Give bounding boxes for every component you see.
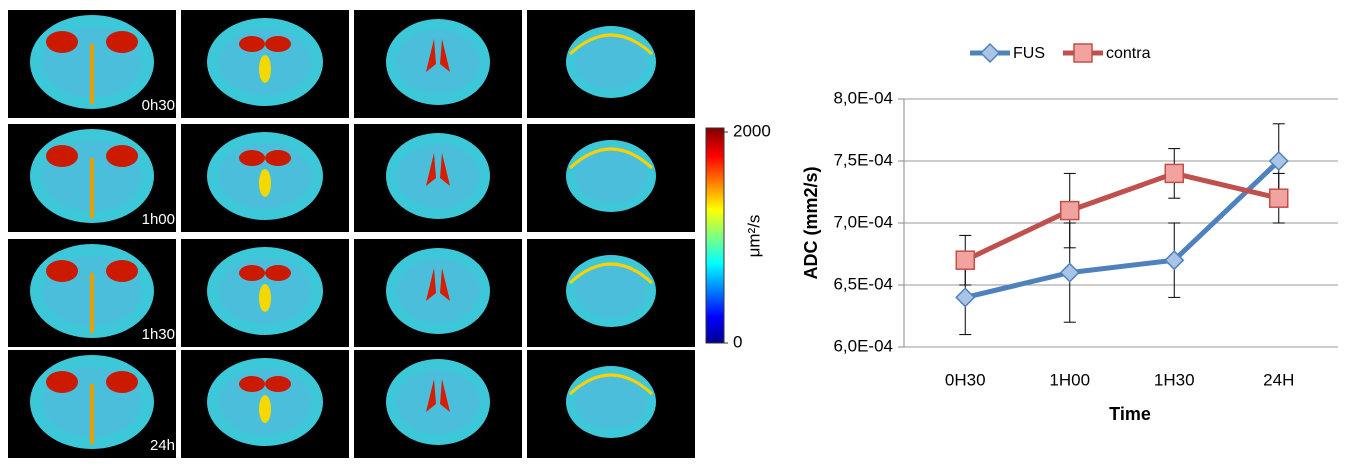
cerebellum-rim <box>568 33 654 56</box>
x-tick-label: 24H <box>1263 370 1294 389</box>
colorbar-tick-label: 2000 <box>733 121 771 140</box>
x-axis-label: Time <box>1109 404 1151 424</box>
data-point <box>1059 262 1080 283</box>
legend-label: contra <box>1106 45 1151 62</box>
ventricle <box>426 379 450 412</box>
ventricle <box>426 39 450 72</box>
image-grid: 0h30 1h00 1h30 24h <box>8 10 695 458</box>
ventricle <box>239 376 265 392</box>
time-label: 24h <box>150 437 175 454</box>
x-tick-label: 1H00 <box>1049 370 1090 389</box>
time-label: 0h30 <box>142 97 175 114</box>
y-tick-label: 7,5E-04 <box>833 150 893 169</box>
brain-tissue <box>396 369 480 435</box>
brain-tissue <box>575 375 647 429</box>
ventricle <box>426 153 450 186</box>
y-tick-label: 6,0E-04 <box>833 336 893 355</box>
data-point <box>1164 163 1184 184</box>
ventricle <box>239 265 265 281</box>
y-tick-label: 7,0E-04 <box>833 212 893 231</box>
ventricle <box>265 150 291 166</box>
legend-marker <box>1073 43 1093 63</box>
legend-marker <box>979 42 1001 64</box>
ventricle <box>426 268 450 301</box>
ventricle <box>106 31 138 53</box>
ventricle <box>46 31 78 53</box>
ventricle <box>46 145 78 167</box>
ventricle <box>106 260 138 282</box>
ventricle <box>265 265 291 281</box>
midline <box>259 169 271 197</box>
colorbar-tick-label: 0 <box>733 332 742 351</box>
ventricle <box>239 36 265 52</box>
data-point <box>1268 150 1289 172</box>
x-tick-label: 1H30 <box>1154 370 1195 389</box>
midline <box>259 395 271 423</box>
ventricle <box>265 376 291 392</box>
y-tick-label: 8,0E-04 <box>833 88 893 107</box>
data-point <box>955 250 975 270</box>
ventricle <box>239 150 265 166</box>
ventricle <box>265 36 291 52</box>
y-tick-label: 6,5E-04 <box>833 274 893 293</box>
brain-tissue <box>575 264 647 318</box>
ventricle <box>46 371 78 393</box>
data-point <box>1060 200 1080 221</box>
data-point <box>1164 250 1185 271</box>
brain-tissue <box>396 29 480 95</box>
brain-tissue <box>396 143 480 209</box>
time-label: 1h00 <box>142 211 175 228</box>
brain-tissue <box>575 35 647 89</box>
time-label: 1h30 <box>142 326 175 343</box>
cerebellum-rim <box>568 147 654 170</box>
legend-label: FUS <box>1013 45 1045 62</box>
cerebellum-rim <box>568 262 654 285</box>
midline <box>90 44 94 104</box>
ventricle <box>46 260 78 282</box>
series-line <box>964 170 1280 263</box>
midline <box>90 384 94 444</box>
ventricle <box>106 145 138 167</box>
midline <box>259 284 271 312</box>
cerebellum-rim <box>568 373 654 396</box>
y-axis-label: ADC (mm2/s) <box>801 166 821 279</box>
colorbar-label: μm²/s <box>744 215 763 258</box>
midline <box>90 158 94 218</box>
midline <box>259 55 271 83</box>
data-point <box>955 287 976 308</box>
brain-tissue <box>396 258 480 324</box>
midline <box>90 273 94 333</box>
brain-tissue <box>575 149 647 203</box>
series-line <box>964 159 1281 300</box>
x-tick-label: 0H30 <box>945 370 986 389</box>
colorbar <box>705 127 725 344</box>
data-point <box>1269 188 1289 208</box>
ventricle <box>106 371 138 393</box>
